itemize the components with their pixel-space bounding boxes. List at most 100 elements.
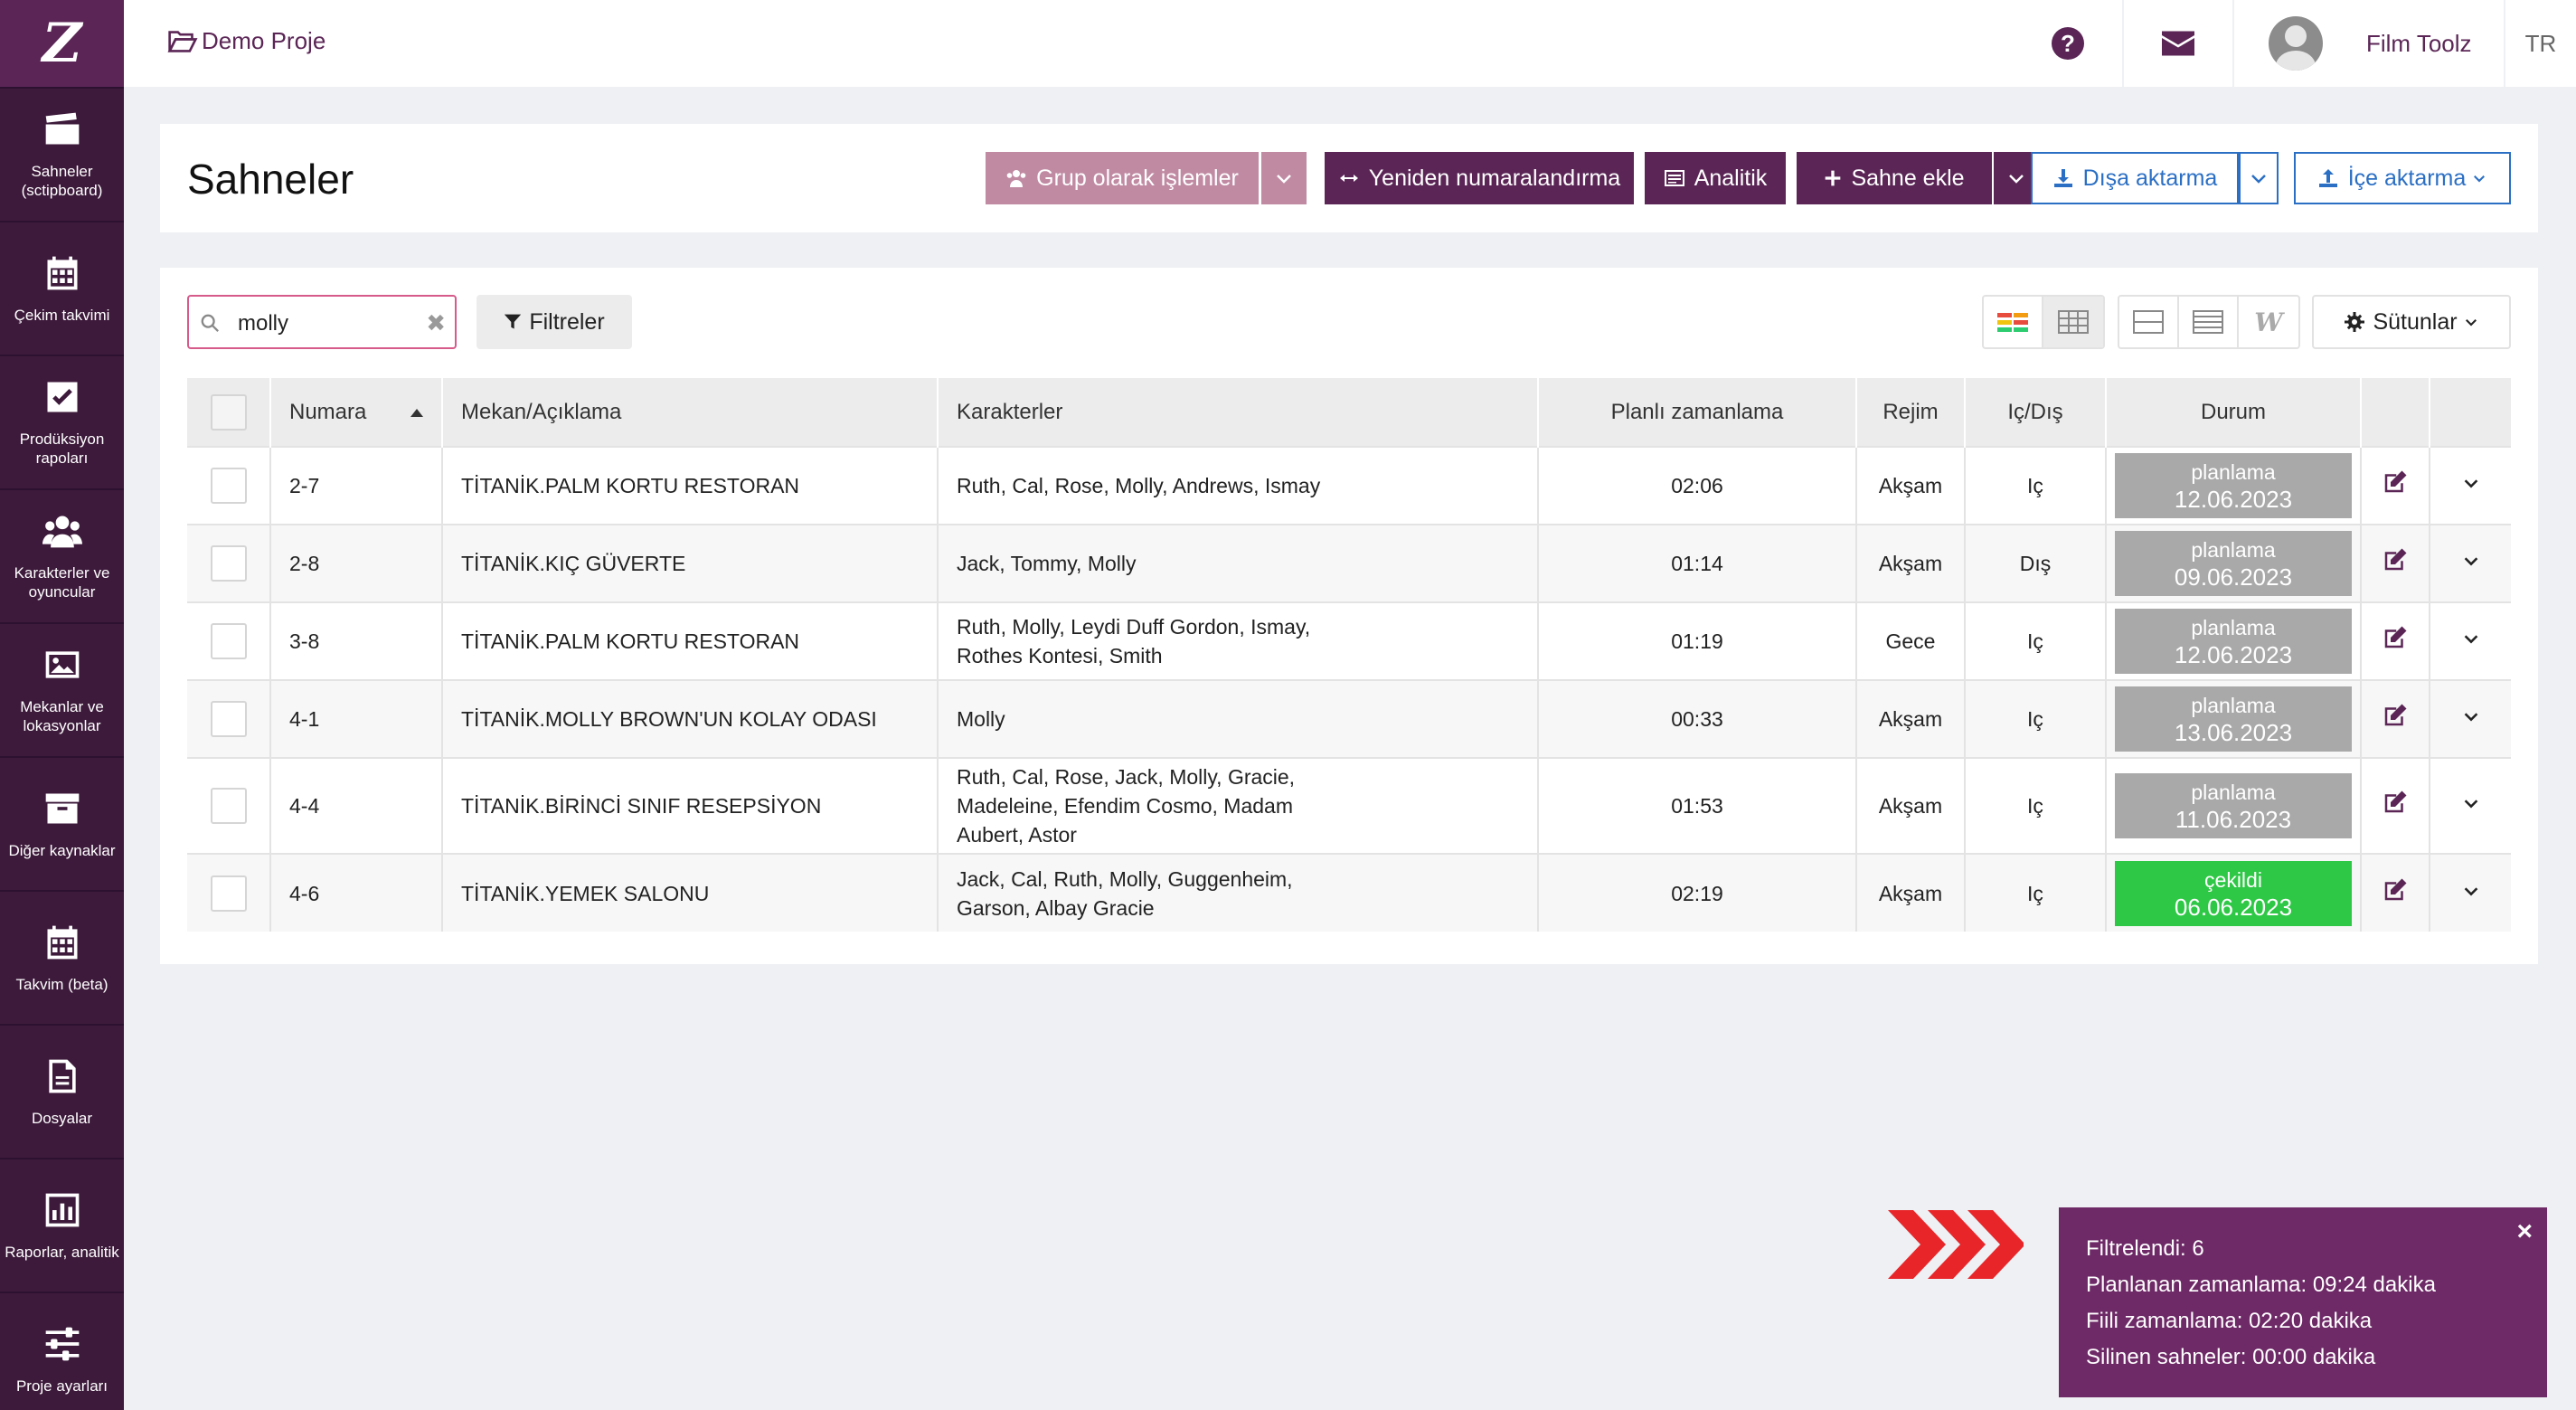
- edit-icon[interactable]: [2382, 876, 2409, 904]
- status-badge[interactable]: planlama 13.06.2023: [2115, 686, 2352, 752]
- export-button[interactable]: Dışa aktarma: [2031, 152, 2239, 204]
- import-button[interactable]: İçe aktarma: [2294, 152, 2511, 204]
- scene-inout: Dış: [1965, 524, 2107, 602]
- color-rows-view-button[interactable]: [1984, 297, 2043, 347]
- header-location[interactable]: Mekan/Açıklama: [442, 378, 939, 447]
- sidebar-item-characters[interactable]: Karakterler ve oyuncular: [0, 488, 124, 622]
- calendar-icon: [47, 256, 77, 289]
- file-icon: [48, 1059, 76, 1093]
- scene-status-cell: planlama 09.06.2023: [2106, 524, 2362, 602]
- users-icon: [1006, 170, 1026, 187]
- edit-icon[interactable]: [2382, 624, 2409, 651]
- close-icon[interactable]: ×: [2516, 1216, 2533, 1246]
- scene-mode: Akşam: [1856, 446, 1966, 525]
- row-select-cell: [187, 601, 271, 680]
- chevron-down-icon: [2474, 175, 2486, 183]
- sidebar-item-locations[interactable]: Mekanlar ve lokasyonlar: [0, 622, 124, 756]
- compact-view-button[interactable]: [2119, 297, 2179, 347]
- sidebar-item-shooting-schedule[interactable]: Çekim takvimi: [0, 221, 124, 355]
- help-button[interactable]: ?: [2014, 0, 2122, 87]
- header-mode[interactable]: Rejim: [1856, 378, 1966, 447]
- scene-number: 4-6: [270, 853, 443, 932]
- header-number[interactable]: Numara: [270, 378, 443, 447]
- language-switch[interactable]: TR: [2504, 0, 2576, 87]
- row-checkbox[interactable]: [210, 875, 247, 912]
- row-checkbox[interactable]: [210, 788, 247, 824]
- list-alt-icon: [1664, 170, 1684, 186]
- messages-button[interactable]: [2122, 0, 2232, 87]
- edit-icon[interactable]: [2382, 702, 2409, 729]
- scene-planned: 00:33: [1538, 679, 1857, 758]
- table-row[interactable]: 3-8 TİTANİK.PALM KORTU RESTORAN Ruth, Mo…: [187, 601, 2511, 680]
- chevron-down-icon[interactable]: [2461, 551, 2481, 571]
- user-menu[interactable]: Film Toolz: [2232, 0, 2504, 87]
- word-view-button[interactable]: W: [2239, 297, 2298, 347]
- sidebar-item-scenes[interactable]: Sahneler (sctipboard): [0, 87, 124, 221]
- chevron-down-icon[interactable]: [2461, 881, 2481, 901]
- status-date: 13.06.2023: [2174, 719, 2293, 746]
- columns-button[interactable]: Sütunlar: [2312, 295, 2511, 349]
- renumber-button[interactable]: Yeniden numaralandırma: [1325, 152, 1634, 204]
- chevron-down-icon[interactable]: [2461, 793, 2481, 813]
- scene-location: TİTANİK.MOLLY BROWN'UN KOLAY ODASI: [442, 679, 939, 758]
- add-scene-button[interactable]: Sahne ekle: [1797, 152, 1992, 204]
- sort-asc-icon: [410, 408, 423, 417]
- app-logo[interactable]: Z: [0, 0, 124, 87]
- export-dropdown[interactable]: [2239, 152, 2279, 204]
- clear-search-icon[interactable]: ✖: [426, 309, 446, 336]
- row-select-cell: [187, 853, 271, 932]
- edit-cell: [2361, 524, 2430, 602]
- status-badge[interactable]: planlama 09.06.2023: [2115, 531, 2352, 596]
- filters-button[interactable]: Filtreler: [477, 295, 632, 349]
- scene-characters: Ruth, Molly, Leydi Duff Gordon, Ismay, R…: [938, 601, 1539, 680]
- header-characters[interactable]: Karakterler: [938, 378, 1539, 447]
- table-row[interactable]: 2-7 TİTANİK.PALM KORTU RESTORAN Ruth, Ca…: [187, 446, 2511, 525]
- edit-icon[interactable]: [2382, 789, 2409, 816]
- select-all-checkbox[interactable]: [210, 393, 247, 431]
- row-checkbox[interactable]: [210, 701, 247, 737]
- plus-icon: [1826, 170, 1841, 186]
- search-input[interactable]: molly ✖: [187, 295, 457, 349]
- chevron-down-icon[interactable]: [2461, 629, 2481, 648]
- scene-mode: Gece: [1856, 601, 1966, 680]
- status-badge[interactable]: planlama 12.06.2023: [2115, 453, 2352, 518]
- sidebar-item-calendar-beta[interactable]: Takvim (beta): [0, 890, 124, 1024]
- header-status[interactable]: Durum: [2106, 378, 2362, 447]
- sidebar-item-project-settings[interactable]: Proje ayarları: [0, 1292, 124, 1410]
- edit-icon[interactable]: [2382, 546, 2409, 573]
- status-label: planlama: [2191, 694, 2276, 717]
- row-checkbox[interactable]: [210, 623, 247, 659]
- project-breadcrumb[interactable]: Demo Proje: [167, 27, 326, 55]
- sidebar-item-production-reports[interactable]: Prodüksiyon rapoları: [0, 355, 124, 488]
- sidebar-item-other-resources[interactable]: Diğer kaynaklar: [0, 756, 124, 890]
- row-checkbox[interactable]: [210, 545, 247, 582]
- chevron-down-icon[interactable]: [2461, 473, 2481, 493]
- table-row[interactable]: 4-6 TİTANİK.YEMEK SALONU Jaсk, Cal, Ruth…: [187, 853, 2511, 932]
- chevron-down-icon[interactable]: [2461, 706, 2481, 726]
- status-badge[interactable]: çekildi 06.06.2023: [2115, 860, 2352, 926]
- group-actions-button[interactable]: Grup olarak işlemler: [986, 152, 1259, 204]
- scene-location: TİTANİK.YEMEK SALONU: [442, 853, 939, 932]
- status-label: planlama: [2191, 616, 2276, 639]
- table-row[interactable]: 2-8 TİTANİK.KIÇ GÜVERTE Jaсk, Tommy, Mol…: [187, 524, 2511, 602]
- status-badge[interactable]: planlama 12.06.2023: [2115, 609, 2352, 674]
- scene-characters-text: Ruth, Cal, Rose, Jaсk, Molly, Gracie, Ma…: [957, 765, 1296, 847]
- edit-icon[interactable]: [2382, 468, 2409, 496]
- grid-view-button[interactable]: [2043, 297, 2103, 347]
- table-row[interactable]: 4-4 TİTANİK.BİRİNCİ SINIF RESEPSİYON Rut…: [187, 757, 2511, 854]
- filter-icon: [505, 314, 522, 329]
- table-row[interactable]: 4-1 TİTANİK.MOLLY BROWN'UN KOLAY ODASI M…: [187, 679, 2511, 758]
- sidebar-item-reports[interactable]: Raporlar, analitik: [0, 1158, 124, 1292]
- scene-status-cell: planlama 12.06.2023: [2106, 601, 2362, 680]
- sidebar-item-files[interactable]: Dosyalar: [0, 1024, 124, 1158]
- list-view-button[interactable]: [2179, 297, 2239, 347]
- analytics-button[interactable]: Analitik: [1645, 152, 1786, 204]
- sidebar: Z Sahneler (sctipboard) Çekim takvimi Pr…: [0, 0, 124, 1410]
- group-actions-dropdown[interactable]: [1261, 152, 1307, 204]
- header-inout[interactable]: Iç/Dış: [1965, 378, 2107, 447]
- status-badge[interactable]: planlama 11.06.2023: [2115, 773, 2352, 838]
- header-planned[interactable]: Planlı zamanlama: [1538, 378, 1857, 447]
- scene-characters-text: Ruth, Cal, Rose, Molly, Andrews, Ismay: [957, 474, 1321, 497]
- arrows-horizontal-icon: [1339, 175, 1358, 182]
- row-checkbox[interactable]: [210, 468, 247, 504]
